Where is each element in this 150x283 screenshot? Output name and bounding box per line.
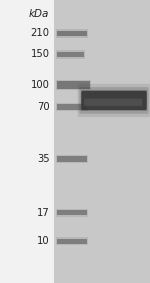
FancyBboxPatch shape [79, 87, 149, 114]
Bar [56, 155, 88, 163]
FancyBboxPatch shape [78, 84, 150, 117]
Bar [57, 52, 84, 57]
FancyBboxPatch shape [81, 91, 147, 110]
FancyBboxPatch shape [84, 98, 142, 106]
Bar [54, 0, 150, 283]
Text: 150: 150 [30, 49, 50, 59]
Text: 100: 100 [31, 80, 50, 90]
FancyBboxPatch shape [81, 90, 147, 111]
Bar [57, 31, 87, 36]
Bar [56, 50, 85, 59]
Text: 35: 35 [37, 154, 50, 164]
Bar [57, 239, 87, 244]
Bar [56, 237, 88, 245]
Text: 210: 210 [30, 28, 50, 38]
Bar [57, 104, 87, 110]
Bar [56, 80, 91, 90]
Bar [56, 29, 88, 38]
Text: 70: 70 [37, 102, 50, 112]
Bar [57, 81, 90, 89]
Bar [56, 103, 88, 111]
Text: 10: 10 [37, 236, 50, 246]
Bar [56, 209, 88, 217]
Bar [57, 210, 87, 215]
Text: 17: 17 [37, 208, 50, 218]
Bar [57, 156, 87, 162]
Bar [0, 0, 54, 283]
Text: kDa: kDa [29, 8, 50, 19]
